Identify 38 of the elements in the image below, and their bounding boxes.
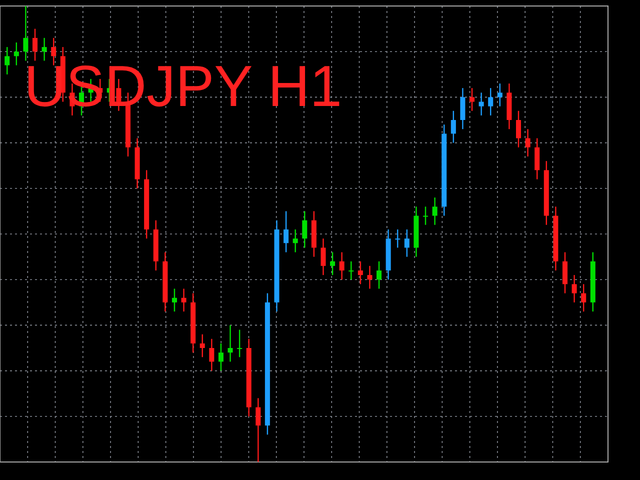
candlestick <box>292 228 298 253</box>
candlestick <box>404 228 410 258</box>
candlestick <box>302 210 308 248</box>
candlestick <box>450 110 456 144</box>
candlestick <box>470 87 475 112</box>
candlestick <box>4 46 10 75</box>
candlestick <box>376 260 382 290</box>
candlestick <box>23 5 28 62</box>
candlestick <box>200 334 205 358</box>
candlestick <box>358 260 363 285</box>
candlestick <box>339 252 344 280</box>
candlestick <box>460 87 466 130</box>
candlestick <box>497 82 502 107</box>
candlestick <box>395 228 400 248</box>
candlestick <box>581 284 586 312</box>
candlestick <box>478 92 484 116</box>
candlestick <box>367 265 372 290</box>
candlestick <box>209 338 214 372</box>
candlestick <box>516 110 522 148</box>
candlestick <box>172 288 177 312</box>
candlestick <box>423 206 428 226</box>
candlestick <box>284 210 289 253</box>
candlestick <box>237 329 242 358</box>
candlestick <box>32 28 38 62</box>
candlestick <box>488 87 494 116</box>
candlestick <box>256 398 261 463</box>
candlestick <box>320 238 326 276</box>
candlestick <box>348 260 354 280</box>
candlestick <box>562 252 568 294</box>
candlestick <box>14 42 19 66</box>
candlestick <box>432 196 438 226</box>
candlestick <box>525 128 530 158</box>
candlestick <box>228 324 233 362</box>
candlestick <box>330 252 336 276</box>
candlestick <box>218 342 224 372</box>
candlestick <box>572 274 577 303</box>
candlestick <box>534 138 540 180</box>
candlestick <box>181 288 186 312</box>
